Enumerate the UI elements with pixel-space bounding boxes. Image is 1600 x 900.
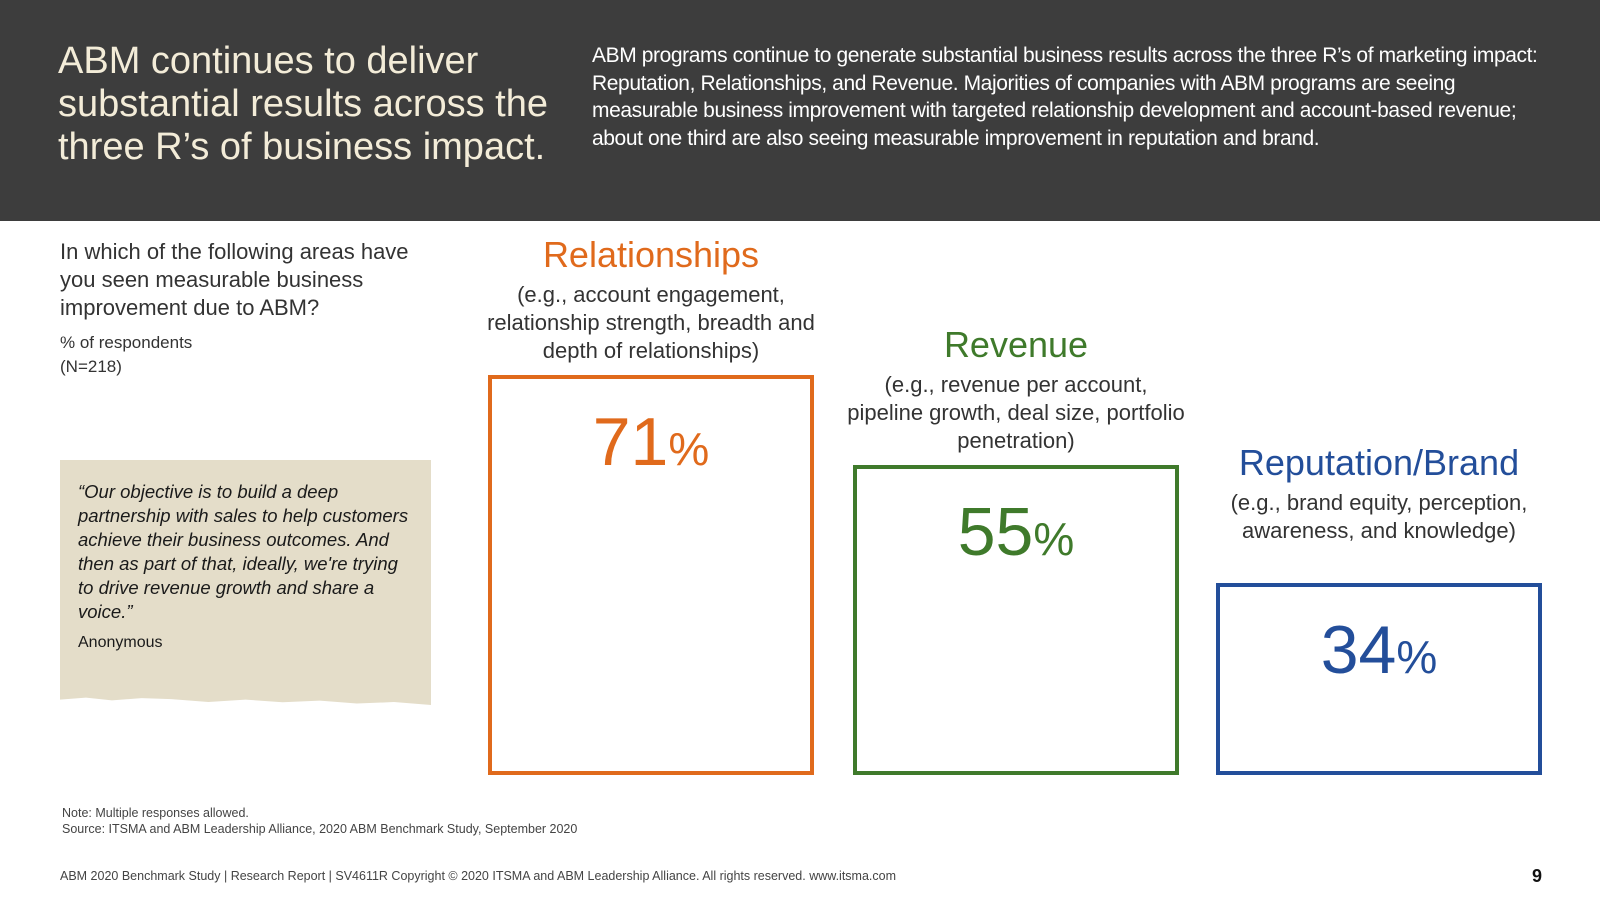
bar-revenue: 55% xyxy=(853,465,1179,775)
notes: Note: Multiple responses allowed. Source… xyxy=(62,805,577,837)
value-number: 34 xyxy=(1320,612,1397,688)
bar-value-revenue: 55% xyxy=(857,493,1175,571)
category-title-revenue: Revenue xyxy=(943,324,1089,365)
percent-sign: % xyxy=(668,423,710,475)
percent-sign: % xyxy=(1033,513,1075,565)
bar-relationships: 71% xyxy=(488,375,814,775)
value-number: 71 xyxy=(592,404,669,480)
category-title-relationships: Relationships xyxy=(542,234,760,275)
bar-reputation-brand: 34% xyxy=(1216,583,1542,775)
percent-sign: % xyxy=(1396,631,1438,683)
value-number: 55 xyxy=(957,494,1034,570)
bar-value-relationships: 71% xyxy=(492,403,810,481)
summary-text: ABM programs continue to generate substa… xyxy=(592,44,1538,150)
category-description-revenue: (e.g., revenue per account, pipeline gro… xyxy=(847,372,1185,453)
survey-question: In which of the following areas have you… xyxy=(60,239,409,320)
sample-size: (N=218) xyxy=(60,357,122,376)
bar-value-reputation-brand: 34% xyxy=(1220,611,1538,689)
source-text: Source: ITSMA and ABM Leadership Allianc… xyxy=(62,822,578,836)
category-description-reputation-brand: (e.g., brand equity, perception, awarene… xyxy=(1230,490,1528,543)
category-description-relationships: (e.g., account engagement, relationship … xyxy=(487,282,815,363)
category-title-reputation-brand: Reputation/Brand xyxy=(1238,442,1520,483)
footer-text: ABM 2020 Benchmark Study | Research Repo… xyxy=(60,869,897,883)
page-number: 9 xyxy=(1532,866,1543,886)
quote-card: “Our objective is to build a deep partne… xyxy=(60,460,431,705)
note-text: Note: Multiple responses allowed. xyxy=(62,806,249,820)
unit-respondents: % of respondents xyxy=(60,333,193,352)
quote-author: Anonymous xyxy=(78,634,163,651)
quote-text: “Our objective is to build a deep partne… xyxy=(78,481,409,622)
page-title: ABM continues to deliver substantial res… xyxy=(58,40,549,168)
header-banner: ABM continues to deliver substantial res… xyxy=(0,0,1600,221)
unit-label: % of respondents (N=218) xyxy=(60,331,360,379)
